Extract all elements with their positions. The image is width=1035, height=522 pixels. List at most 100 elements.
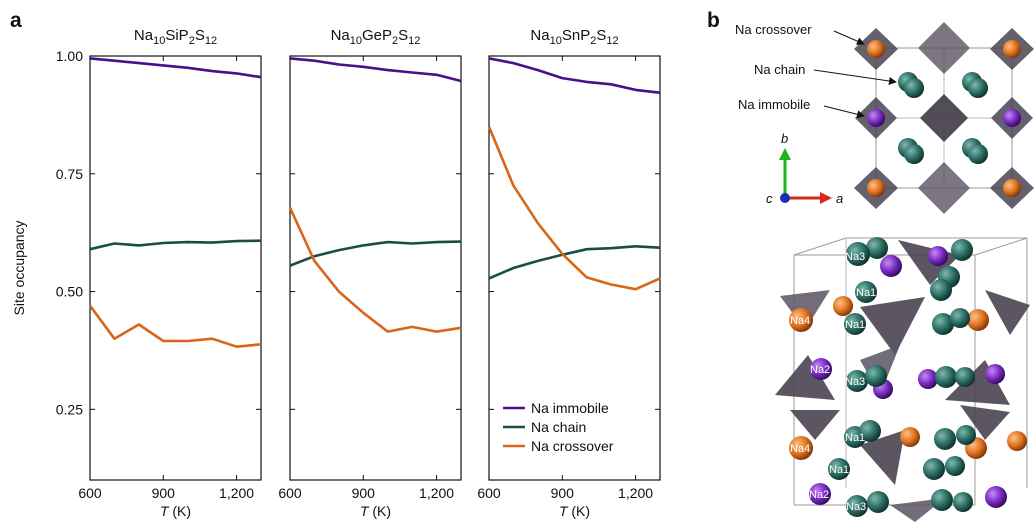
site-label: Na4 [790,443,810,455]
na-chain-atom [953,492,973,512]
na-chain-atom [934,428,956,450]
tetrahedron [960,405,1010,440]
chart-panel-2: Na10GeP2S12 600 900 1,200 T (K) [278,27,462,519]
plot-frame [289,55,462,481]
title-subscript: 10 [350,35,362,47]
site-label: Na3 [845,376,865,388]
title-text: Na [134,27,154,44]
x-tick-label: 900 [152,485,176,501]
title-subscript: 2 [189,35,195,47]
y-tick-label: 0.50 [56,284,83,300]
x-axis-label: T (K) [559,503,590,519]
chart-panel-3: Na10SnP2S12 600 900 1,200 T (K) [477,27,661,519]
series-line-crossover [487,126,661,291]
x-axis-variable: T [360,503,370,519]
x-tick-label: 900 [551,485,575,501]
title-subscript: 2 [590,35,596,47]
title-text: Na [331,27,351,44]
a-axis-arrowhead [820,192,832,204]
series-line-chain [488,245,661,280]
x-tick-label: 1,200 [219,485,254,501]
y-tick-label: 1.00 [56,48,83,64]
title-text: SnP [562,27,590,44]
na-chain-atom [951,239,973,261]
na-chain-atom [956,425,976,445]
site-label: Na3 [846,501,866,513]
title-text: S [596,27,606,44]
x-tick-label: 1,200 [618,485,653,501]
na-immobile-atom [985,364,1005,384]
na-crossover-atom [1003,179,1021,197]
na-immobile-atom [1003,109,1021,127]
plot-frame [488,55,661,481]
chart-panel-1: Na10SiP2S12 0.25 0.50 0.75 1.00 600 900 1,200 T … [56,27,262,519]
na-chain-atom [904,144,924,164]
series-line-crossover [88,304,262,349]
tetrahedron [985,290,1030,335]
polyhedron [918,162,970,214]
na-chain-atom [844,313,866,335]
na-crossover-atom [867,40,885,58]
na-chain-atom [846,370,868,392]
na-crossover-atom [789,436,813,460]
x-tick-label: 600 [78,485,102,501]
leader-na-immobile [823,105,865,119]
na-immobile-atom [867,109,885,127]
x-axis-label: T (K) [360,503,391,519]
x-axis-unit: (K) [568,503,591,519]
perspective-view: Na3 Na1 Na4 Na1 Na2 Na3 Na4 Na1 Na1 Na2 … [775,237,1030,522]
axis-label-b: b [781,131,788,146]
x-tick-label: 900 [352,485,376,501]
y-tick-label: 0.25 [56,401,83,417]
b-axis-arrowhead [779,148,791,160]
na-chain-atom [923,458,945,480]
c-axis-dot [780,193,790,203]
tetrahedron [775,355,835,400]
axis-label-c: c [766,191,773,206]
x-axis-label: T (K) [160,503,191,519]
title-text: GeP [362,27,392,44]
label-na-immobile: Na immobile [738,97,810,112]
na-chain-atom [859,420,881,442]
na-immobile-atom [918,369,938,389]
site-label: Na1 [845,319,865,331]
title-subscript: 12 [606,35,618,47]
title-subscript: 12 [205,35,217,47]
legend-label: Na immobile [531,400,609,416]
series-line-immobile [289,57,462,83]
series-line-immobile [488,57,661,94]
title-subscript: 10 [153,35,165,47]
na-chain-atom [930,279,952,301]
plot-frame [89,55,262,481]
na-chain-atom [932,313,954,335]
na-chain-atom [846,495,868,517]
tetrahedron [860,430,905,485]
na-chain-atom [955,367,975,387]
tetrahedron [890,498,945,522]
series-line-crossover [288,207,462,333]
na-chain-atom [950,308,970,328]
title-text: S [398,27,408,44]
x-tick-label: 600 [278,485,302,501]
crystal-structure-panel: Na crossover Na chain Na immobile b a c [735,22,1034,522]
na-chain-atom [846,242,870,266]
x-axis-variable: T [559,503,569,519]
na-immobile-atom [985,486,1007,508]
title-text: Na [530,27,550,44]
x-axis-unit: (K) [169,503,192,519]
site-label: Na1 [845,432,865,444]
leader-na-chain [813,69,897,85]
y-tick-label: 0.75 [56,166,83,182]
site-label: Na3 [845,251,865,263]
na-crossover-atom [867,179,885,197]
na-chain-atom [968,78,988,98]
na-chain-atom [867,491,889,513]
tetrahedron [945,360,1010,405]
na-crossover-atom [1003,40,1021,58]
site-label: Na1 [856,287,876,299]
title-text: SiP [165,27,188,44]
top-view: Na crossover Na chain Na immobile b a c [735,22,1034,214]
polyhedron [920,94,968,142]
na-chain-atom [945,456,965,476]
